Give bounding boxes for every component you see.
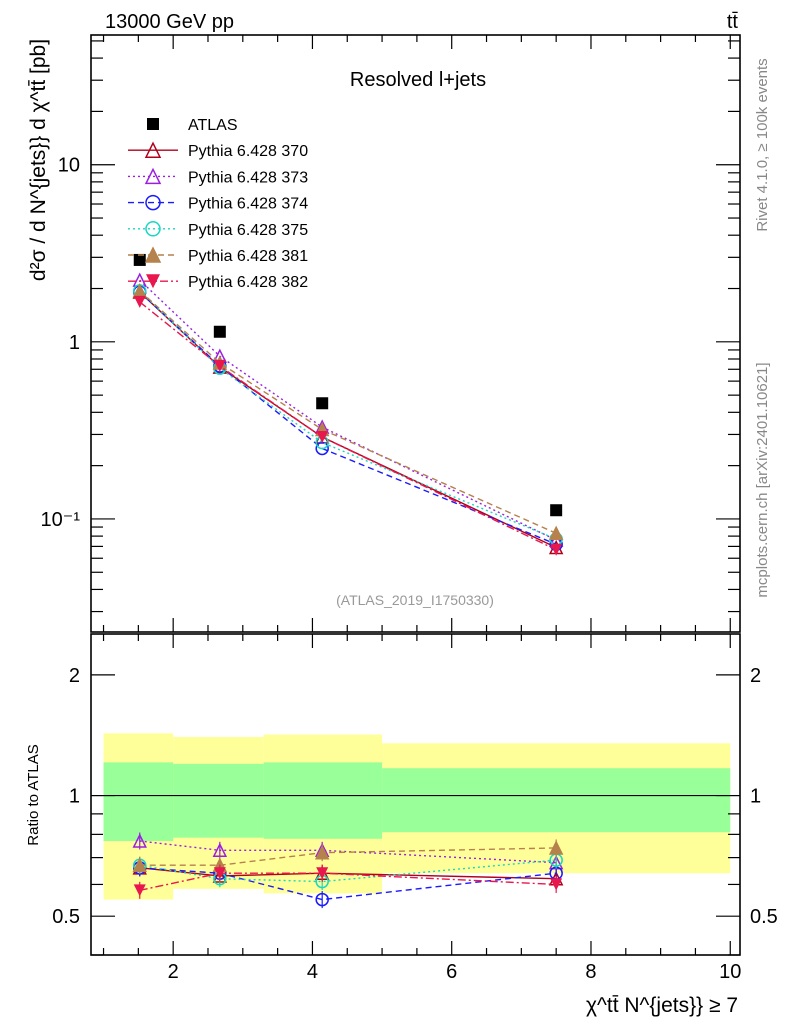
legend-label: Pythia 6.428 370 bbox=[188, 143, 308, 160]
marker-square bbox=[147, 118, 159, 130]
legend-label: Pythia 6.428 375 bbox=[188, 222, 308, 239]
ratio-y-tick-label-right: 2 bbox=[750, 665, 761, 687]
series-line bbox=[139, 301, 557, 551]
ratio-plot bbox=[132, 832, 564, 909]
legend-item: ATLAS bbox=[147, 117, 238, 134]
upper-plot bbox=[132, 253, 564, 556]
marker-triangle bbox=[144, 141, 162, 158]
ratio-series-pythia-6.428-382 bbox=[133, 864, 563, 899]
y-tick-label: 10 bbox=[58, 155, 80, 177]
series-line bbox=[139, 290, 557, 534]
series-pythia-6.428-382 bbox=[133, 295, 563, 556]
marker-triangle-down bbox=[316, 431, 329, 444]
series-line bbox=[139, 279, 557, 541]
source-label: mcplots.cern.ch [arXiv:2401.10621] bbox=[754, 362, 771, 597]
series-pythia-6.428-375 bbox=[132, 284, 563, 546]
x-tick-label: 10 bbox=[719, 961, 741, 983]
marker-triangle bbox=[144, 246, 162, 263]
y-tick-label: 10⁻¹ bbox=[41, 509, 81, 531]
green-band-bin bbox=[382, 768, 731, 833]
marker-triangle bbox=[314, 845, 330, 860]
legend-label: Pythia 6.428 374 bbox=[188, 196, 308, 213]
series-pythia-6.428-374 bbox=[132, 285, 563, 551]
ratio-y-tick-label: 2 bbox=[69, 665, 80, 687]
analysis-id: (ATLAS_2019_I1750330) bbox=[336, 592, 494, 608]
ratio-y-tick-label-right: 1 bbox=[750, 786, 761, 808]
x-axis-label: χ^tt̄ N^{jets}} ≥ 7 bbox=[586, 994, 738, 1017]
marker-triangle-down bbox=[550, 543, 563, 556]
legend-label: Pythia 6.428 382 bbox=[188, 274, 308, 291]
marker-square bbox=[213, 325, 226, 338]
series-pythia-6.428-370 bbox=[132, 284, 564, 555]
x-tick-label: 6 bbox=[446, 961, 457, 983]
ratio-line bbox=[139, 840, 557, 864]
ratio-line bbox=[139, 872, 557, 892]
marker-square bbox=[550, 504, 563, 517]
green-band-bin bbox=[263, 762, 383, 839]
x-tick-label: 4 bbox=[307, 961, 318, 983]
legend-item: Pythia 6.428 374 bbox=[128, 194, 308, 213]
y-tick-label: 1 bbox=[69, 332, 80, 354]
energy-label: 13000 GeV pp bbox=[105, 11, 234, 33]
legend-label: Pythia 6.428 373 bbox=[188, 169, 308, 186]
rivet-label: Rivet 4.1.0, ≥ 100k events bbox=[754, 58, 771, 231]
legend-item: Pythia 6.428 375 bbox=[128, 221, 308, 239]
marker-circle bbox=[145, 221, 161, 237]
marker-triangle bbox=[548, 525, 564, 541]
marker-triangle-down bbox=[550, 878, 563, 891]
green-band-bin bbox=[173, 763, 264, 838]
marker-circle bbox=[315, 892, 329, 907]
ratio-bands bbox=[91, 733, 740, 900]
marker-square bbox=[316, 397, 329, 410]
marker-triangle-down bbox=[133, 884, 146, 897]
ratio-frame bbox=[90, 633, 741, 956]
chart-title: Resolved l+jets bbox=[350, 69, 486, 91]
axes: 2 4 6 8 10 10 1 10⁻¹ 2 2 1 1 0.5 0.5 bbox=[41, 34, 778, 983]
series-atlas bbox=[133, 253, 563, 517]
series-line bbox=[139, 291, 557, 545]
marker-triangle-down bbox=[213, 360, 226, 373]
series-pythia-6.428-381 bbox=[132, 283, 564, 541]
legend-item: Pythia 6.428 382 bbox=[128, 274, 308, 291]
ratio-series-pythia-6.428-381 bbox=[132, 839, 564, 874]
marker-triangle-down bbox=[133, 295, 146, 308]
ratio-y-tick-label: 1 bbox=[69, 786, 80, 808]
green-band-bin bbox=[103, 762, 174, 842]
series-line bbox=[139, 290, 557, 540]
x-tick-label: 2 bbox=[168, 961, 179, 983]
ratio-line bbox=[139, 847, 557, 866]
ratio-y-tick-label-right: 0.5 bbox=[750, 906, 778, 928]
series-pythia-6.428-373 bbox=[132, 272, 564, 547]
y-axis-label: d²σ / d N^{jets}} d χ^tt̄ [pb] bbox=[27, 39, 50, 281]
legend-label: Pythia 6.428 381 bbox=[188, 248, 308, 265]
marker-triangle-down bbox=[146, 274, 160, 289]
marker-triangle bbox=[212, 842, 228, 858]
marker-triangle bbox=[132, 857, 147, 872]
marker-circle bbox=[145, 194, 161, 211]
ratio-y-tick-label: 0.5 bbox=[52, 906, 80, 928]
marker-triangle bbox=[548, 840, 564, 855]
legend-label: ATLAS bbox=[188, 117, 238, 134]
legend: ATLAS Pythia 6.428 370 Pythia 6.428 373 Pyt… bbox=[128, 117, 308, 291]
ratio-y-axis-label: Ratio to ATLAS bbox=[25, 744, 42, 845]
upper-frame bbox=[90, 34, 741, 633]
ratio-line bbox=[139, 859, 557, 883]
ratio-line bbox=[139, 867, 557, 901]
process-label: tt̄ bbox=[727, 11, 739, 33]
marker-triangle bbox=[132, 833, 147, 848]
legend-item: Pythia 6.428 373 bbox=[128, 167, 308, 186]
legend-item: Pythia 6.428 370 bbox=[128, 141, 308, 160]
marker-square bbox=[133, 253, 146, 266]
x-tick-label: 8 bbox=[585, 961, 596, 983]
marker-triangle bbox=[144, 167, 162, 185]
marker-triangle-down bbox=[316, 867, 329, 880]
legend-item: Pythia 6.428 381 bbox=[128, 246, 308, 265]
marker-triangle-down bbox=[213, 867, 226, 880]
